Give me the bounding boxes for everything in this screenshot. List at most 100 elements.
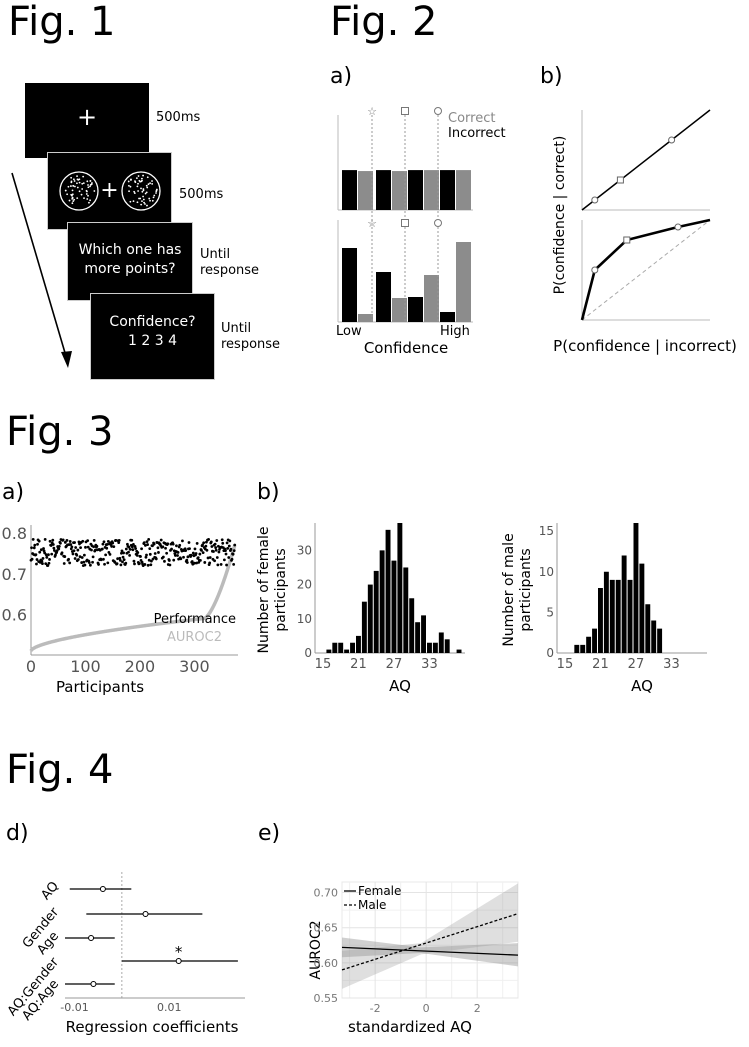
question-line1: Which one has [78,242,182,258]
performance-point [97,563,100,566]
performance-point [222,558,226,562]
performance-point [143,543,147,547]
performance-point [214,546,218,549]
performance-point [39,548,43,552]
stimulus-dot [88,201,90,204]
confidence-line1: Confidence? [109,314,196,330]
stimulus-dot [133,190,136,193]
performance-point [111,541,115,545]
stimulus-dot [142,195,144,198]
performance-point [232,562,236,566]
hist-xtick: 15 [557,657,574,672]
auroc2-curve [29,544,237,652]
performance-point [43,537,47,541]
performance-point [226,546,230,550]
hist-bar [633,523,639,653]
hist-bar [615,579,621,653]
performance-point [216,563,220,567]
x-high-label: High [440,324,470,339]
female-ylabel-line1: Number of female [256,527,272,654]
performance-point [102,540,106,544]
fig3b-female-chart: Number of female participants AQ 0 10 20 30… [256,523,465,695]
bar-incorrect [376,170,391,210]
performance-point [231,552,235,556]
performance-point [173,554,177,557]
performance-point [65,539,69,542]
performance-point [92,539,96,542]
performance-point [161,555,165,559]
performance-point [104,553,108,557]
fig3a-xtick: 200 [125,657,156,676]
fig4d-xlabel: Regression coefficients [66,1018,239,1036]
performance-point [91,555,95,559]
performance-point [122,551,126,555]
performance-point [80,556,84,559]
performance-point [124,561,128,565]
performance-point [99,558,103,562]
stimulus-dot [70,176,73,179]
hist-bar [438,632,444,653]
performance-point [159,538,163,542]
stimulus-dot [72,184,75,187]
performance-point [127,545,131,549]
performance-point [168,563,172,567]
stimulus-dot [140,187,142,190]
bar-incorrect [440,312,455,322]
performance-point [200,548,203,552]
stimulus-dot [89,199,91,202]
roc-point [623,236,631,244]
bar-correct [424,170,439,210]
performance-point [179,557,183,561]
performance-point [185,558,189,562]
stimulus-dot [129,185,132,188]
hist-bar [332,642,338,653]
performance-point [33,543,37,547]
stimulus-dot [71,194,73,197]
performance-point [82,560,86,564]
bar-correct [358,171,373,210]
performance-point [86,539,90,543]
performance-point [201,543,204,547]
bar-correct [392,171,407,210]
fig4d-xtick: 0.01 [157,1001,182,1014]
performance-point [140,547,143,551]
performance-point [178,543,182,547]
performance-point [120,551,123,555]
fig1-duration-4: Until response [221,321,280,353]
stimulus-dot [145,184,148,187]
hist-bar [344,649,350,653]
performance-point [57,544,61,548]
hist-bar [456,649,462,653]
fig1-screen-confidence: Confidence? 1 2 3 4 [90,293,215,380]
performance-point [54,553,57,557]
performance-point [88,563,92,567]
hist-bar [338,642,344,653]
stimulus-dot [89,185,91,188]
fig2-panel-b-label: b) [540,64,563,89]
performance-point [112,545,116,549]
performance-point [127,550,130,554]
fig3-panel-b-label: b) [257,480,280,505]
performance-point [146,563,150,567]
performance-point [172,558,176,562]
performance-point [132,559,136,563]
performance-point [36,542,39,546]
performance-point [74,546,78,549]
performance-point [227,556,231,559]
performance-point [164,546,167,550]
performance-point [47,561,51,565]
performance-point [201,551,205,555]
performance-point [131,548,135,552]
criterion-star-icon: ☆ [367,217,377,230]
predictor-label: AQ [38,879,62,903]
stimulus-dot [86,198,89,200]
performance-point [80,561,84,564]
bar-incorrect [376,272,391,322]
performance-point [44,562,48,566]
bar-incorrect [440,170,455,210]
bar-correct [392,298,407,322]
stimulus-dot [140,180,143,183]
performance-point [193,561,196,565]
hist-bar [651,620,657,653]
